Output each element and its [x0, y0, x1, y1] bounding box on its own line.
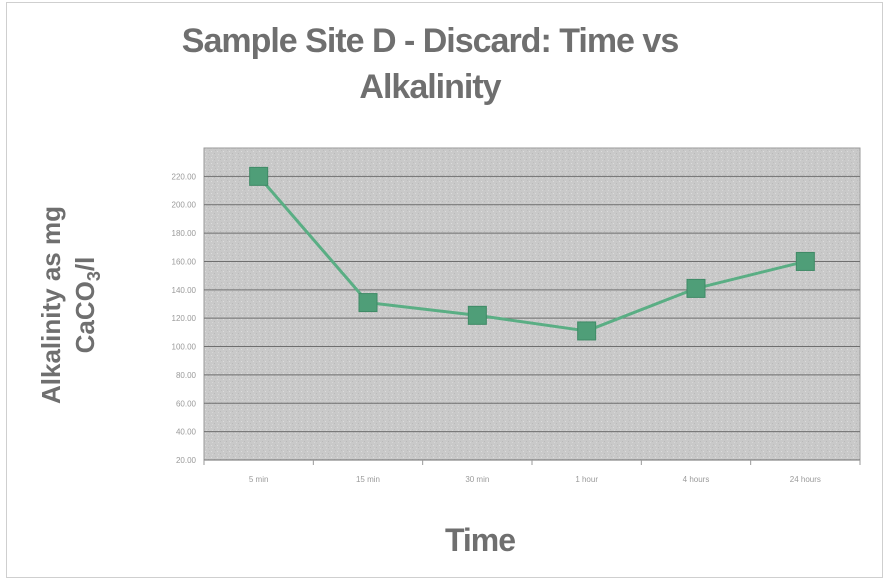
- x-tick-label: 15 min: [356, 475, 380, 484]
- y-tick-label: 160.00: [172, 257, 197, 266]
- y-tick-label: 220.00: [172, 172, 197, 181]
- plot-area: [203, 147, 861, 461]
- data-point-marker: [467, 305, 487, 325]
- y-tick-label: 140.00: [172, 286, 197, 295]
- y-tick-label: 200.00: [172, 201, 197, 210]
- series-line: [257, 175, 806, 333]
- x-tick-label: 4 hours: [683, 475, 710, 484]
- chart-title: Sample Site D - Discard: Time vs Alkalin…: [130, 18, 730, 110]
- data-point-marker: [577, 321, 597, 341]
- x-axis-label: Time: [444, 522, 516, 558]
- x-tick-label: 30 min: [465, 475, 489, 484]
- data-point-marker: [686, 278, 706, 298]
- x-tick-label: 5 min: [249, 475, 269, 484]
- y-tick-label: 180.00: [172, 229, 197, 238]
- data-point-marker: [795, 251, 815, 271]
- data-point-marker: [249, 166, 269, 186]
- y-tick-label: 80.00: [176, 371, 197, 380]
- y-tick-label: 120.00: [172, 314, 197, 323]
- y-tick-label: 20.00: [176, 456, 197, 465]
- chart-title-line2: Alkalinity: [359, 68, 501, 106]
- y-tick-label: 60.00: [176, 399, 197, 408]
- data-point-marker: [358, 293, 378, 313]
- x-tick-label: 24 hours: [790, 475, 821, 484]
- x-tick-label: 1 hour: [575, 475, 598, 484]
- chart-title-line1: Sample Site D - Discard: Time vs: [181, 22, 679, 60]
- y-tick-label: 100.00: [172, 343, 197, 352]
- y-tick-label: 40.00: [176, 428, 197, 437]
